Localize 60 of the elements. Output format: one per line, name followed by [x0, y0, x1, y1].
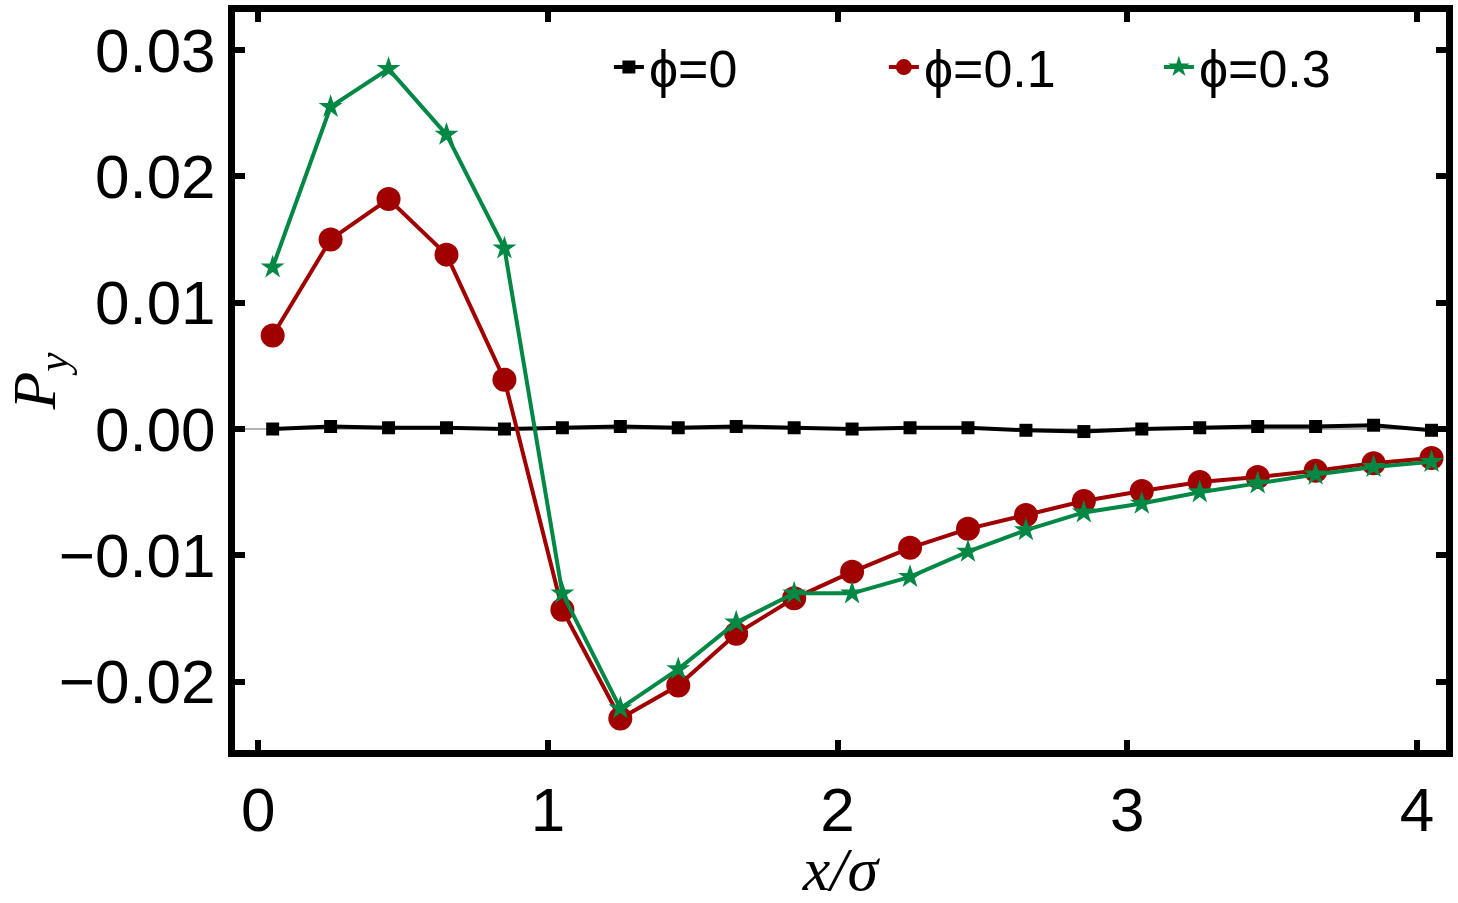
point: [492, 367, 517, 392]
point: [1013, 502, 1038, 527]
point: [955, 516, 980, 541]
point: [260, 254, 285, 278]
y-tick-label: 0.03: [94, 15, 216, 85]
y-tick-label: 0.01: [94, 268, 216, 338]
point: [497, 422, 511, 436]
y-tick-label: 0.02: [94, 141, 216, 211]
point: [1187, 479, 1212, 503]
point: [787, 421, 801, 435]
point: [845, 422, 859, 436]
point: [555, 421, 569, 435]
point: [1129, 490, 1154, 514]
y-tick-label: −0.01: [58, 521, 216, 591]
point: [1367, 418, 1381, 432]
point: [782, 580, 807, 604]
point: [1077, 425, 1091, 439]
x-tick-label: 1: [530, 775, 566, 845]
point: [1245, 470, 1270, 494]
x-tick-label: 3: [1110, 775, 1145, 845]
point: [492, 235, 517, 259]
point: [376, 187, 401, 212]
point: [1193, 421, 1207, 435]
point: [1425, 423, 1439, 437]
point: [955, 539, 980, 562]
point: [1251, 419, 1265, 433]
point: [903, 421, 917, 435]
point: [666, 656, 691, 680]
y-tick-label: −0.02: [58, 647, 216, 717]
point: [961, 421, 975, 435]
point: [1135, 422, 1149, 436]
point: [266, 422, 280, 436]
point: [613, 419, 627, 433]
point: [550, 580, 575, 604]
point: [1071, 499, 1096, 523]
x-tick-label: 0: [240, 775, 276, 845]
point: [318, 227, 343, 252]
point: [439, 421, 453, 435]
point: [840, 559, 865, 584]
point: [382, 421, 396, 435]
point: [1309, 419, 1323, 433]
point: [324, 419, 338, 433]
point: [608, 695, 633, 719]
point: [666, 673, 691, 698]
point: [318, 94, 343, 117]
point: [671, 421, 685, 435]
point: [729, 419, 743, 433]
point: [434, 121, 459, 145]
point: [1019, 423, 1033, 437]
point: [898, 535, 923, 560]
point: [434, 242, 459, 267]
legend-label: ϕ=0.3: [1198, 40, 1331, 99]
point: [898, 564, 923, 588]
legend-label: ϕ=0.1: [923, 40, 1056, 99]
legend-label: ϕ=0: [648, 40, 738, 99]
point: [260, 323, 285, 348]
point: [724, 609, 749, 633]
point: [376, 56, 401, 80]
x-tick-label: 4: [1399, 775, 1435, 845]
y-tick-label: 0.00: [94, 394, 216, 464]
